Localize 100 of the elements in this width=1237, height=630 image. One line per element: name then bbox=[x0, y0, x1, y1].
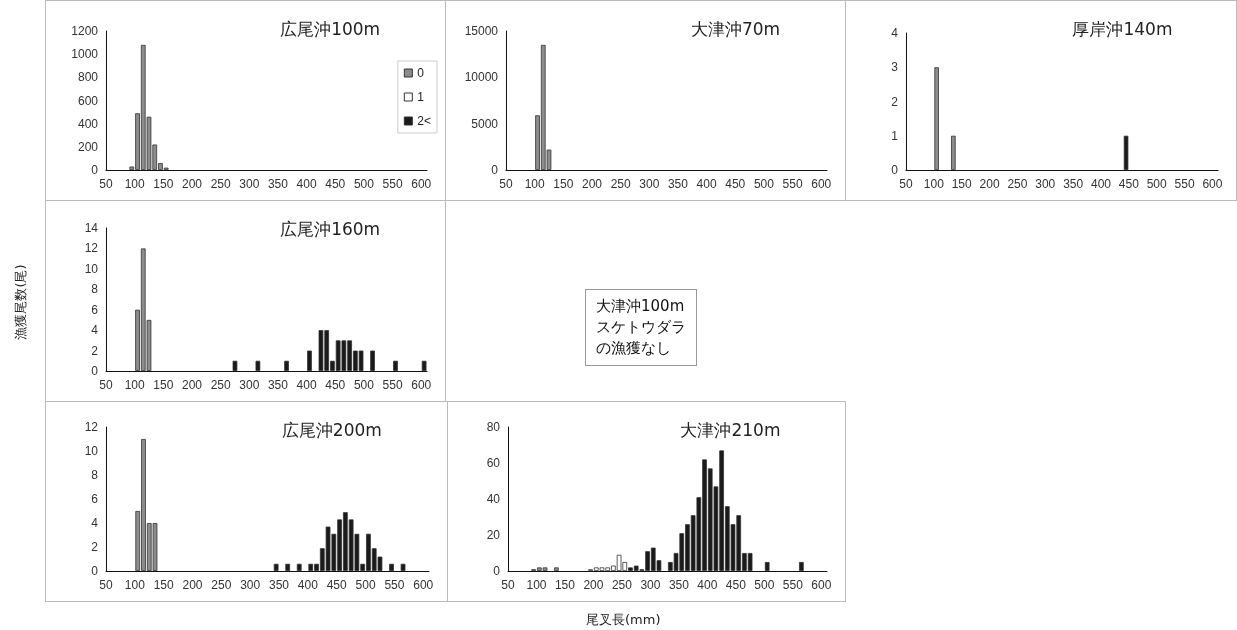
x-tick-label: 100 bbox=[124, 378, 145, 392]
x-tick-label: 350 bbox=[267, 177, 289, 191]
x-tick-label: 500 bbox=[1146, 177, 1168, 191]
y-tick-label: 6 bbox=[91, 492, 99, 506]
x-tick-label: 250 bbox=[1007, 177, 1028, 191]
x-tick-label: 200 bbox=[583, 578, 604, 592]
x-tick-label: 200 bbox=[181, 177, 203, 191]
text: の漁獲なし bbox=[596, 338, 672, 359]
x-tick-label: 100 bbox=[124, 177, 145, 191]
y-tick-label: 200 bbox=[77, 139, 99, 154]
x-axis-title: 尾叉長(mm) bbox=[586, 611, 661, 629]
y-tick-label: 0 bbox=[91, 163, 99, 177]
chart-title: 広尾沖200m bbox=[281, 419, 382, 440]
x-tick-label: 250 bbox=[210, 177, 231, 191]
x-tick-label: 600 bbox=[413, 578, 434, 592]
x-tick-label: 200 bbox=[979, 177, 1000, 191]
x-tick-label: 50 bbox=[99, 578, 113, 592]
y-tick-label: 10 bbox=[84, 261, 99, 276]
y-tick-label: 12 bbox=[84, 241, 99, 256]
x-tick-label: 50 bbox=[99, 378, 113, 392]
y-tick-label: 3 bbox=[891, 60, 899, 75]
chart-title: 厚岸沖140m bbox=[1072, 18, 1173, 39]
x-tick-label: 400 bbox=[296, 177, 317, 191]
y-tick-label: 8 bbox=[91, 282, 99, 297]
y-tick-label: 40 bbox=[486, 492, 501, 506]
x-tick-label: 400 bbox=[1090, 177, 1112, 191]
x-tick-label: 100 bbox=[923, 177, 945, 191]
y-tick-label: 0 bbox=[493, 564, 501, 578]
x-tick-label: 250 bbox=[611, 578, 633, 592]
x-tick-label: 100 bbox=[526, 578, 547, 592]
legend-label: 1 bbox=[417, 90, 425, 104]
text: 大津沖100m bbox=[596, 296, 686, 317]
y-tick-label: 4 bbox=[91, 516, 99, 530]
x-tick-label: 100 bbox=[124, 578, 146, 592]
y-tick-label: 14 bbox=[84, 221, 99, 235]
y-tick-label: 4 bbox=[91, 323, 99, 338]
x-tick-label: 50 bbox=[899, 177, 913, 191]
x-tick-label: 500 bbox=[355, 578, 376, 592]
x-tick-label: 400 bbox=[696, 177, 717, 191]
x-tick-label: 250 bbox=[610, 177, 631, 191]
x-tick-label: 150 bbox=[153, 378, 174, 392]
chart-title: 大津沖210m bbox=[680, 419, 781, 440]
x-tick-label: 600 bbox=[411, 378, 432, 392]
x-tick-label: 300 bbox=[639, 177, 660, 191]
y-tick-label: 2 bbox=[891, 94, 899, 109]
y-tick-label: 12 bbox=[84, 420, 99, 434]
x-tick-label: 250 bbox=[211, 578, 232, 592]
x-tick-label: 600 bbox=[811, 177, 832, 191]
x-tick-label: 150 bbox=[951, 177, 973, 191]
x-tick-label: 600 bbox=[411, 177, 432, 191]
x-tick-label: 500 bbox=[754, 578, 775, 592]
x-tick-label: 200 bbox=[181, 378, 203, 392]
x-tick-label: 500 bbox=[353, 378, 375, 392]
x-tick-label: 550 bbox=[382, 177, 403, 191]
y-tick-label: 1200 bbox=[71, 24, 99, 38]
x-tick-label: 550 bbox=[382, 378, 403, 392]
x-tick-label: 500 bbox=[753, 177, 775, 191]
chart-title: 広尾沖160m bbox=[280, 218, 381, 239]
x-tick-label: 400 bbox=[297, 578, 319, 592]
y-tick-label: 10 bbox=[84, 444, 99, 458]
y-tick-label: 0 bbox=[891, 163, 899, 177]
y-tick-label: 0 bbox=[91, 364, 99, 378]
x-tick-label: 450 bbox=[725, 578, 747, 592]
x-tick-label: 350 bbox=[667, 177, 689, 191]
x-tick-label: 450 bbox=[325, 177, 346, 191]
y-tick-label: 20 bbox=[486, 528, 501, 542]
x-tick-label: 150 bbox=[153, 578, 175, 592]
x-tick-label: 450 bbox=[325, 378, 346, 392]
x-tick-label: 550 bbox=[1174, 177, 1195, 191]
x-tick-label: 450 bbox=[1118, 177, 1140, 191]
y-axis-title: 漁獲尾数(尾) bbox=[12, 264, 29, 340]
y-tick-label: 15000 bbox=[464, 24, 499, 38]
x-tick-label: 300 bbox=[1035, 177, 1056, 191]
x-tick-label: 550 bbox=[384, 578, 405, 592]
x-tick-label: 150 bbox=[554, 578, 576, 592]
x-tick-label: 300 bbox=[239, 177, 260, 191]
legend-label: 0 bbox=[417, 66, 425, 80]
y-tick-label: 6 bbox=[91, 302, 99, 317]
x-tick-label: 300 bbox=[240, 578, 261, 592]
chart-title: 大津沖70m bbox=[690, 18, 781, 39]
x-tick-label: 550 bbox=[782, 578, 804, 592]
y-tick-label: 0 bbox=[491, 163, 499, 177]
x-tick-label: 300 bbox=[640, 578, 661, 592]
y-tick-label: 4 bbox=[891, 26, 899, 40]
x-tick-label: 500 bbox=[353, 177, 375, 191]
x-tick-label: 400 bbox=[697, 578, 718, 592]
y-tick-label: 2 bbox=[91, 343, 99, 358]
x-tick-label: 150 bbox=[553, 177, 574, 191]
x-tick-label: 50 bbox=[499, 177, 513, 191]
y-tick-label: 2 bbox=[91, 540, 99, 554]
x-tick-label: 300 bbox=[239, 378, 260, 392]
y-tick-label: 1000 bbox=[71, 47, 99, 62]
x-tick-label: 150 bbox=[153, 177, 174, 191]
y-tick-label: 10000 bbox=[464, 70, 499, 85]
y-tick-label: 60 bbox=[486, 456, 501, 470]
x-tick-label: 350 bbox=[269, 578, 290, 592]
x-tick-label: 550 bbox=[782, 177, 803, 191]
x-tick-label: 450 bbox=[725, 177, 746, 191]
x-tick-label: 600 bbox=[811, 578, 832, 592]
y-tick-label: 400 bbox=[77, 116, 99, 131]
